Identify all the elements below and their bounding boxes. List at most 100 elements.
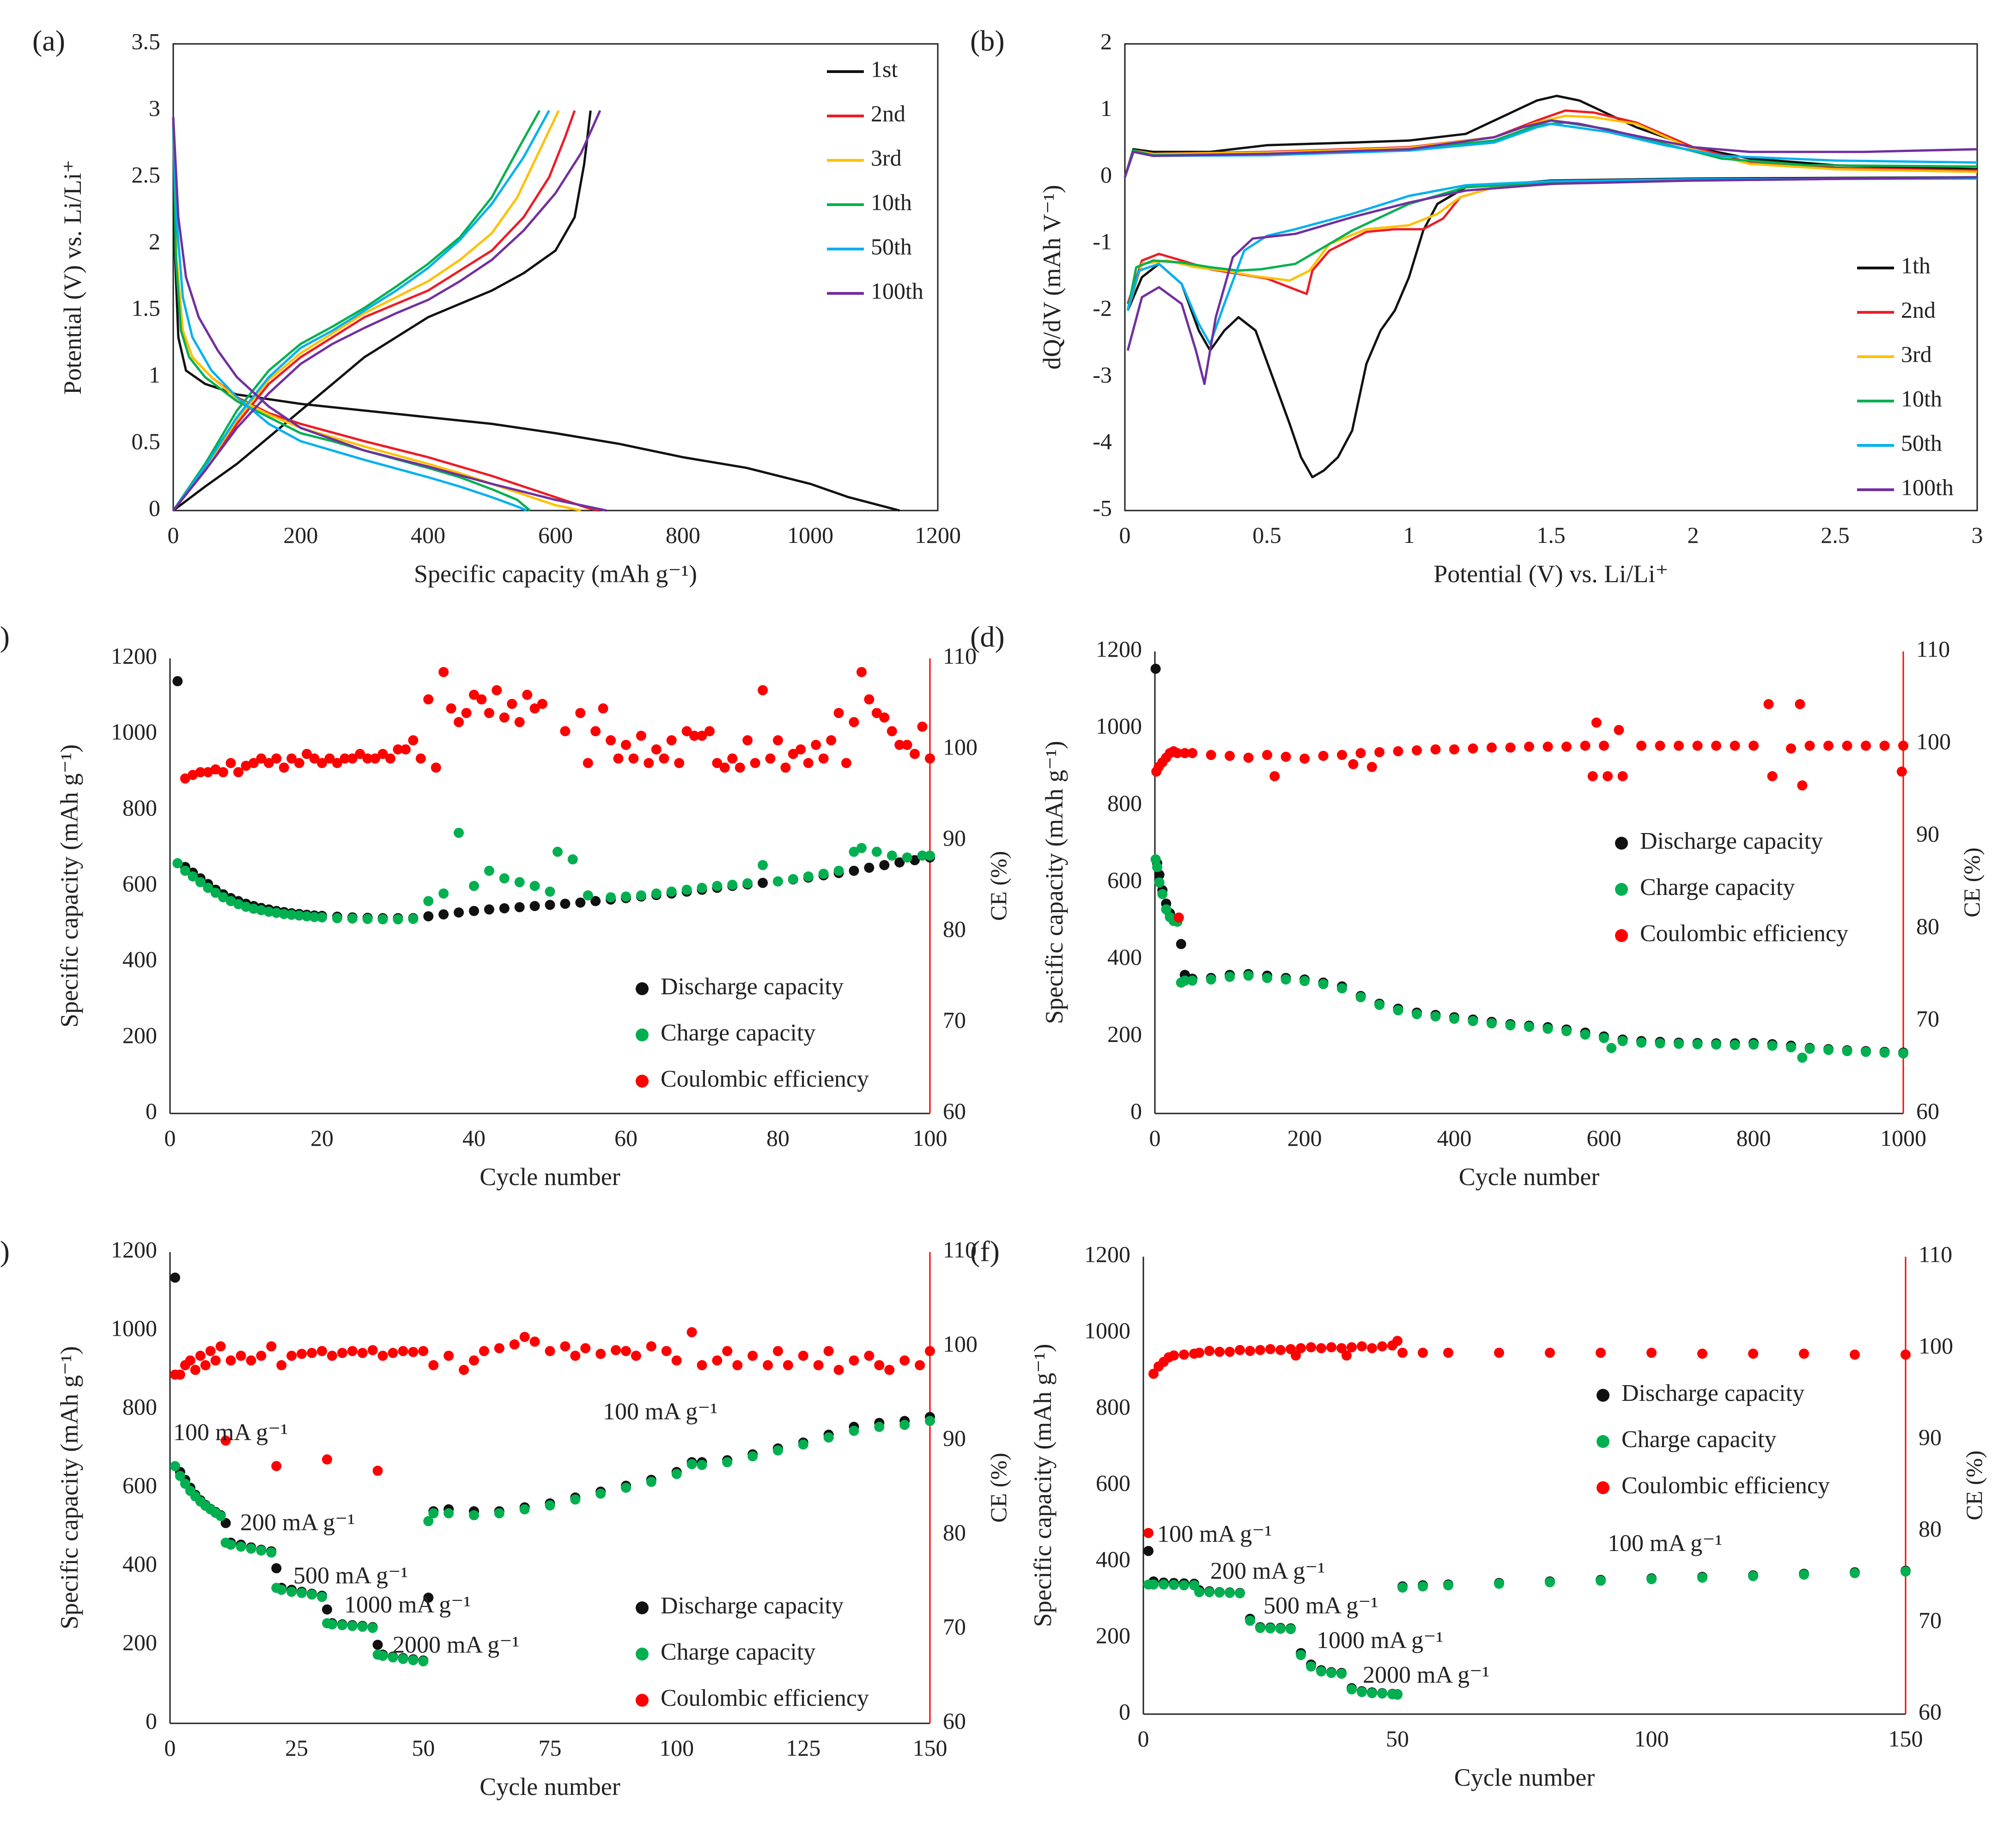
data-point-red — [297, 1349, 307, 1359]
panel-d: (d) 0 200 400 600 800 1000 0 200 400 600 800 1000 120… — [970, 620, 1985, 1191]
data-point-green — [203, 882, 213, 893]
x-tick-label: 0 — [164, 1125, 176, 1151]
data-point-red — [823, 1346, 834, 1357]
data-point-red — [732, 1360, 743, 1370]
data-point-red — [659, 753, 669, 764]
y2-tick-label: 60 — [1916, 1098, 1939, 1124]
data-point-green — [1355, 992, 1366, 1003]
data-point-red — [795, 744, 806, 754]
data-point-green — [1711, 1039, 1721, 1050]
series-line-10th-cathodic — [1126, 176, 1978, 311]
data-point-green — [671, 1469, 682, 1479]
data-point-red — [522, 689, 533, 700]
data-point-green — [1281, 974, 1291, 985]
data-point-green — [1596, 1576, 1606, 1586]
data-point-red — [370, 753, 381, 764]
data-point-red — [408, 735, 419, 746]
y-tick-label: 600 — [122, 1472, 157, 1498]
data-point-red — [1730, 741, 1740, 751]
x-tick-label: 0 — [1138, 1726, 1149, 1752]
data-point-green — [1545, 1577, 1555, 1588]
data-point-red — [917, 721, 928, 732]
data-point-red — [1367, 1343, 1377, 1353]
plot-frame — [1124, 43, 1978, 511]
data-point-black — [372, 1640, 383, 1650]
data-point-green — [636, 890, 646, 900]
data-point-green — [621, 1483, 631, 1493]
data-point-red — [765, 753, 776, 764]
data-point-green — [1179, 1580, 1189, 1591]
data-point-red — [580, 1343, 591, 1354]
data-point-green — [408, 913, 419, 924]
data-point-red — [438, 667, 449, 677]
data-point-green — [1161, 904, 1172, 915]
data-point-green — [1374, 1000, 1384, 1010]
data-point-green — [545, 1500, 555, 1511]
data-point-green — [1823, 1045, 1834, 1055]
data-point-red — [1748, 1348, 1758, 1359]
data-point-red — [1430, 744, 1441, 754]
x-tick-label: 100 — [913, 1125, 947, 1151]
data-point-red — [1243, 753, 1254, 763]
data-point-red — [276, 1360, 287, 1370]
data-point-green — [195, 877, 206, 888]
data-point-red — [347, 1346, 358, 1357]
data-point-red — [256, 1350, 267, 1361]
x-tick-label: 0.5 — [1252, 522, 1281, 548]
data-point-red — [1235, 1345, 1245, 1355]
data-point-black — [271, 1563, 282, 1574]
data-point-black — [894, 857, 905, 868]
data-point-green — [1692, 1039, 1703, 1049]
data-point-black — [438, 909, 449, 920]
series-line-1th-cathodic — [1126, 176, 1978, 479]
data-point-red — [1494, 1347, 1504, 1358]
y2-tick-label: 90 — [1916, 821, 1939, 846]
data-point-green — [1296, 1650, 1306, 1661]
data-point-green — [357, 1621, 368, 1632]
data-point-red — [671, 1355, 682, 1366]
data-point-red — [879, 712, 890, 723]
data-point-red — [1374, 747, 1384, 757]
data-point-red — [1393, 746, 1403, 756]
data-point-black — [529, 901, 540, 911]
data-point-green — [297, 1588, 307, 1598]
data-point-green — [249, 903, 259, 914]
data-point-green — [1152, 862, 1162, 872]
y-tick-label: 0 — [1119, 1698, 1130, 1724]
data-point-red — [185, 1355, 195, 1366]
data-point-green — [856, 843, 867, 853]
data-point-green — [1299, 976, 1310, 986]
data-point-red — [1636, 741, 1646, 751]
data-point-green — [215, 1511, 226, 1521]
data-point-black — [590, 896, 601, 906]
data-point-green — [712, 881, 723, 891]
data-point-red — [598, 703, 608, 714]
data-point-black — [220, 1518, 231, 1528]
y2-axis-label: CE (%) — [1961, 1450, 1987, 1520]
x-tick-label: 3 — [1972, 522, 1983, 548]
data-point-green — [681, 884, 692, 895]
data-point-red — [494, 1343, 504, 1354]
data-point-red — [309, 753, 320, 764]
data-point-red — [747, 1350, 758, 1361]
data-point-red — [704, 726, 715, 736]
y-tick-label: -4 — [1093, 428, 1112, 454]
data-point-red — [833, 708, 844, 718]
legend-label: 10th — [871, 189, 912, 215]
data-point-green — [1318, 979, 1329, 989]
data-point-red — [1797, 780, 1808, 791]
legend-label: 1th — [1901, 252, 1931, 278]
legend-label: 1st — [871, 56, 898, 82]
rate-annotation: 200 mA g⁻¹ — [240, 1509, 355, 1536]
data-point-red — [401, 744, 411, 754]
y-tick-label: 400 — [122, 946, 157, 972]
data-point-red — [190, 1365, 200, 1375]
data-point-red — [1318, 751, 1329, 761]
data-point-green — [727, 880, 738, 890]
data-point-red — [1879, 741, 1890, 751]
data-point-red — [1245, 1345, 1255, 1356]
data-point-red — [263, 758, 274, 768]
data-point-red — [415, 753, 426, 764]
data-point-green — [347, 1621, 358, 1631]
data-point-green — [418, 1656, 429, 1667]
